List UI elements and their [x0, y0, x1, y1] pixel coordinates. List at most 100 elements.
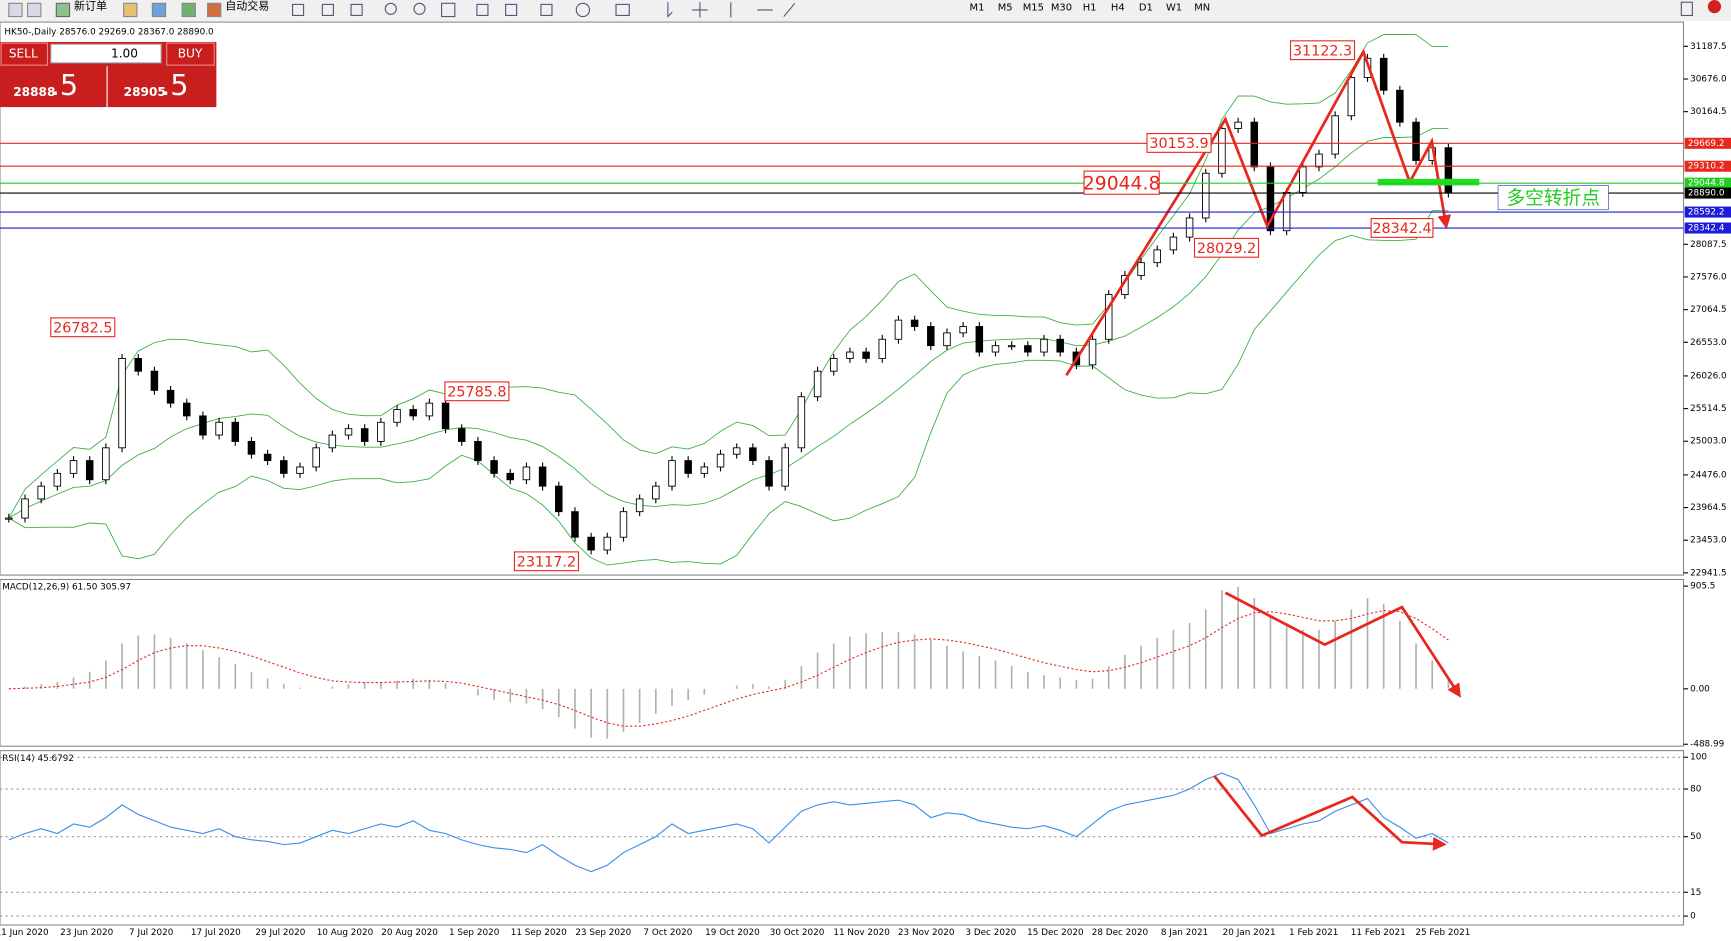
tool-icon[interactable] — [540, 3, 553, 17]
y-tick-label: 22941.5 — [1690, 568, 1727, 578]
price-annotation-box — [1083, 170, 1160, 195]
candle — [425, 402, 434, 417]
sell-button[interactable] — [0, 42, 49, 66]
level-tag — [1684, 160, 1731, 172]
candle — [991, 345, 1000, 353]
candle — [199, 415, 207, 436]
candle — [765, 460, 773, 487]
search-icon[interactable] — [1680, 1, 1693, 17]
y-tick-label: 23964.5 — [1690, 503, 1727, 513]
y-tick-label: 27064.5 — [1690, 305, 1727, 315]
tool-icon[interactable] — [350, 3, 363, 17]
timeframe-button[interactable]: M5 — [998, 3, 1013, 14]
tool-icon[interactable] — [476, 3, 489, 17]
candle — [1137, 262, 1145, 276]
level-label: 29669.2 — [1688, 139, 1725, 149]
level-label: 29310.2 — [1688, 162, 1725, 172]
crosshair-tool[interactable] — [692, 2, 708, 18]
candle — [393, 409, 401, 423]
candle — [1040, 338, 1048, 353]
candle — [749, 447, 757, 462]
timeframe-button[interactable]: W1 — [1166, 3, 1182, 14]
tool-icon[interactable] — [151, 2, 167, 18]
candle — [231, 421, 240, 442]
buy-price[interactable]: 28905 — [124, 85, 166, 99]
candle — [619, 511, 628, 538]
candle — [732, 447, 741, 455]
buy-pips[interactable]: .5 — [161, 68, 188, 102]
candle — [894, 319, 903, 340]
candle — [1153, 249, 1161, 264]
y-tick-label: 0 — [1690, 912, 1696, 922]
buy-label[interactable]: BUY — [178, 47, 203, 61]
x-tick-label: 17 Jul 2020 — [191, 928, 241, 938]
period-icon[interactable] — [575, 2, 591, 18]
timeframe-button[interactable]: H4 — [1111, 3, 1125, 14]
tool-icon[interactable] — [27, 2, 42, 18]
timeframe-button[interactable]: M30 — [1051, 3, 1072, 14]
price-annotation: 28029.2 — [1197, 241, 1256, 257]
candle — [927, 326, 935, 347]
candle — [134, 357, 142, 372]
y-tick-label: 100 — [1690, 753, 1707, 763]
candle — [846, 351, 854, 359]
tool-icon[interactable] — [181, 2, 196, 18]
zoom-out[interactable] — [413, 2, 426, 15]
x-tick-label: 19 Oct 2020 — [705, 928, 760, 938]
price-annotation: 29044.8 — [1083, 173, 1161, 194]
sell-price[interactable]: 28888 — [13, 85, 55, 99]
cursor-tool[interactable] — [667, 2, 673, 18]
bollinger-band — [8, 210, 1449, 566]
timeframe-button[interactable]: D1 — [1139, 3, 1153, 14]
price-annotation-box — [1146, 133, 1212, 153]
timeframe-button[interactable]: MN — [1194, 3, 1210, 14]
line-tools[interactable] — [730, 2, 796, 18]
tile-icon[interactable] — [441, 2, 456, 18]
sell-pips[interactable]: .5 — [51, 68, 78, 102]
timeframe-button[interactable]: H1 — [1083, 3, 1097, 14]
tool-icon[interactable] — [123, 2, 138, 18]
macd-arrow — [1224, 591, 1461, 698]
x-tick-label: 10 Aug 2020 — [317, 928, 374, 938]
candle — [1088, 338, 1097, 366]
sell-label[interactable]: SELL — [9, 47, 38, 61]
macd-signal — [8, 610, 1449, 727]
y-tick-label: 80 — [1690, 785, 1702, 795]
bollinger-band — [8, 128, 1449, 519]
candle — [1218, 128, 1226, 174]
new-order-button[interactable]: 新订单 — [74, 0, 107, 13]
tool-icon[interactable] — [615, 3, 630, 17]
timeframe-button[interactable]: M15 — [1023, 3, 1044, 14]
tool-icon[interactable] — [321, 3, 334, 17]
tool-icon[interactable] — [505, 3, 518, 17]
y-tick-label: 26553.0 — [1690, 338, 1727, 348]
callout: 多空转折点 — [1506, 187, 1600, 209]
timeframe-button[interactable]: M1 — [970, 3, 985, 14]
candle — [1412, 121, 1420, 161]
buy-button[interactable] — [166, 42, 215, 66]
new-order-icon[interactable] — [55, 2, 71, 18]
y-tick-label: 27576.0 — [1690, 272, 1727, 282]
tool-icon[interactable] — [8, 2, 23, 18]
candle — [1234, 121, 1242, 129]
tool-icon[interactable] — [291, 3, 305, 17]
candle — [975, 326, 984, 353]
zoom-in[interactable] — [384, 2, 397, 15]
candle — [263, 453, 272, 462]
volume[interactable]: 1.00 — [111, 47, 138, 61]
x-tick-label: 20 Aug 2020 — [381, 928, 438, 938]
auto-trading-button[interactable]: 自动交易 — [225, 0, 269, 13]
notification-badge[interactable] — [1707, 0, 1722, 14]
volume-input[interactable] — [50, 43, 162, 64]
price-annotation-box — [1193, 237, 1260, 258]
candle — [1315, 153, 1323, 168]
y-tick-label: 30676.0 — [1690, 75, 1727, 85]
candle — [781, 447, 789, 487]
candle — [457, 428, 466, 442]
candle — [150, 370, 159, 391]
candle — [344, 428, 353, 436]
candle — [668, 460, 676, 487]
price-annotation: 26782.5 — [53, 320, 112, 336]
auto-trading-icon[interactable] — [206, 2, 222, 18]
x-tick-label: 23 Nov 2020 — [898, 928, 955, 938]
